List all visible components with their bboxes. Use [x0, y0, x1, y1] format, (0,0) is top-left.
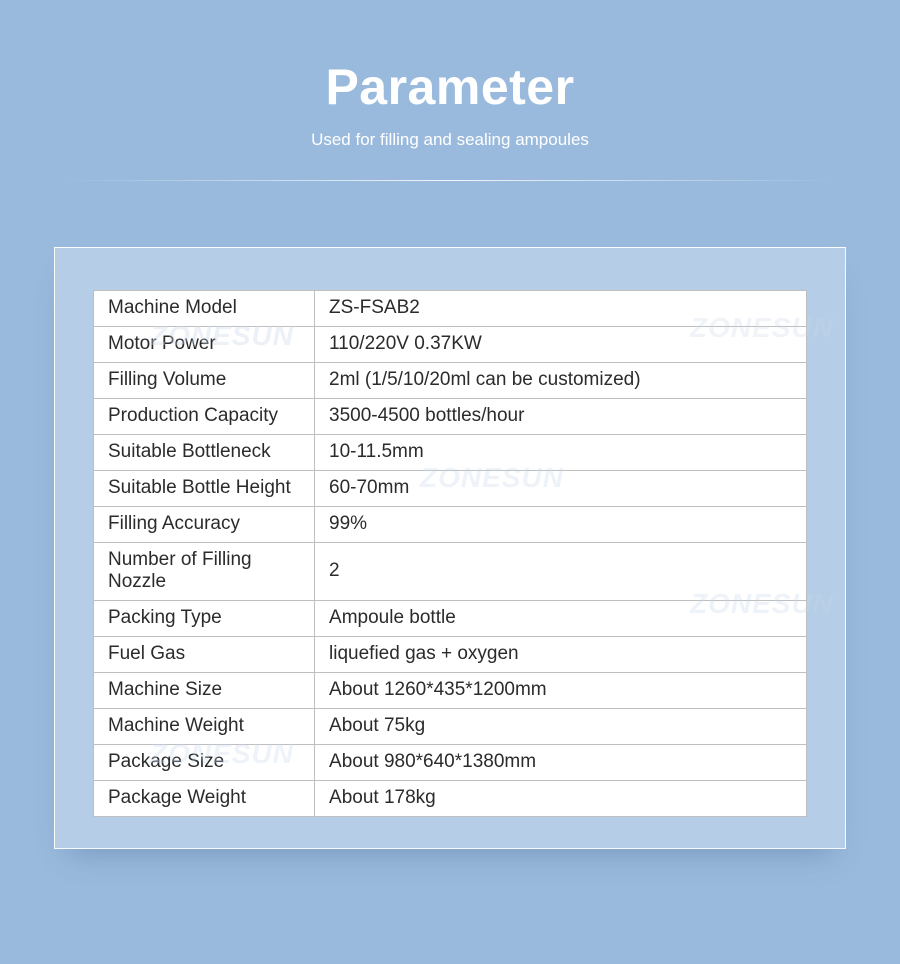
table-row: Machine SizeAbout 1260*435*1200mm — [94, 673, 807, 709]
param-value: Ampoule bottle — [315, 601, 807, 637]
param-label: Package Weight — [94, 781, 315, 817]
table-row: Production Capacity3500-4500 bottles/hou… — [94, 399, 807, 435]
param-label: Package Size — [94, 745, 315, 781]
param-label: Number of Filling Nozzle — [94, 543, 315, 601]
table-row: Machine WeightAbout 75kg — [94, 709, 807, 745]
param-value: liquefied gas + oxygen — [315, 637, 807, 673]
param-label: Filling Accuracy — [94, 507, 315, 543]
header-divider — [60, 180, 840, 181]
page-subtitle: Used for filling and sealing ampoules — [0, 130, 900, 150]
param-label: Suitable Bottleneck — [94, 435, 315, 471]
param-label: Packing Type — [94, 601, 315, 637]
parameter-panel: Machine ModelZS-FSAB2Motor Power110/220V… — [54, 247, 846, 849]
param-label: Machine Model — [94, 291, 315, 327]
table-row: Number of Filling Nozzle2 — [94, 543, 807, 601]
table-row: Packing TypeAmpoule bottle — [94, 601, 807, 637]
table-row: Suitable Bottle Height60-70mm — [94, 471, 807, 507]
param-label: Machine Size — [94, 673, 315, 709]
param-label: Motor Power — [94, 327, 315, 363]
table-row: Filling Volume2ml (1/5/10/20ml can be cu… — [94, 363, 807, 399]
param-value: 60-70mm — [315, 471, 807, 507]
param-value: 3500-4500 bottles/hour — [315, 399, 807, 435]
param-label: Fuel Gas — [94, 637, 315, 673]
table-row: Machine ModelZS-FSAB2 — [94, 291, 807, 327]
param-value: About 75kg — [315, 709, 807, 745]
param-value: ZS-FSAB2 — [315, 291, 807, 327]
param-value: 2 — [315, 543, 807, 601]
param-value: 10-11.5mm — [315, 435, 807, 471]
page-title: Parameter — [0, 58, 900, 116]
param-label: Filling Volume — [94, 363, 315, 399]
parameter-table: Machine ModelZS-FSAB2Motor Power110/220V… — [93, 290, 807, 817]
table-row: Package SizeAbout 980*640*1380mm — [94, 745, 807, 781]
param-label: Machine Weight — [94, 709, 315, 745]
param-value: 99% — [315, 507, 807, 543]
param-value: About 980*640*1380mm — [315, 745, 807, 781]
param-label: Production Capacity — [94, 399, 315, 435]
table-row: Filling Accuracy99% — [94, 507, 807, 543]
table-row: Motor Power110/220V 0.37KW — [94, 327, 807, 363]
table-row: Suitable Bottleneck10-11.5mm — [94, 435, 807, 471]
param-value: About 1260*435*1200mm — [315, 673, 807, 709]
table-row: Package WeightAbout 178kg — [94, 781, 807, 817]
param-value: 110/220V 0.37KW — [315, 327, 807, 363]
param-value: 2ml (1/5/10/20ml can be customized) — [315, 363, 807, 399]
param-value: About 178kg — [315, 781, 807, 817]
table-row: Fuel Gasliquefied gas + oxygen — [94, 637, 807, 673]
param-label: Suitable Bottle Height — [94, 471, 315, 507]
